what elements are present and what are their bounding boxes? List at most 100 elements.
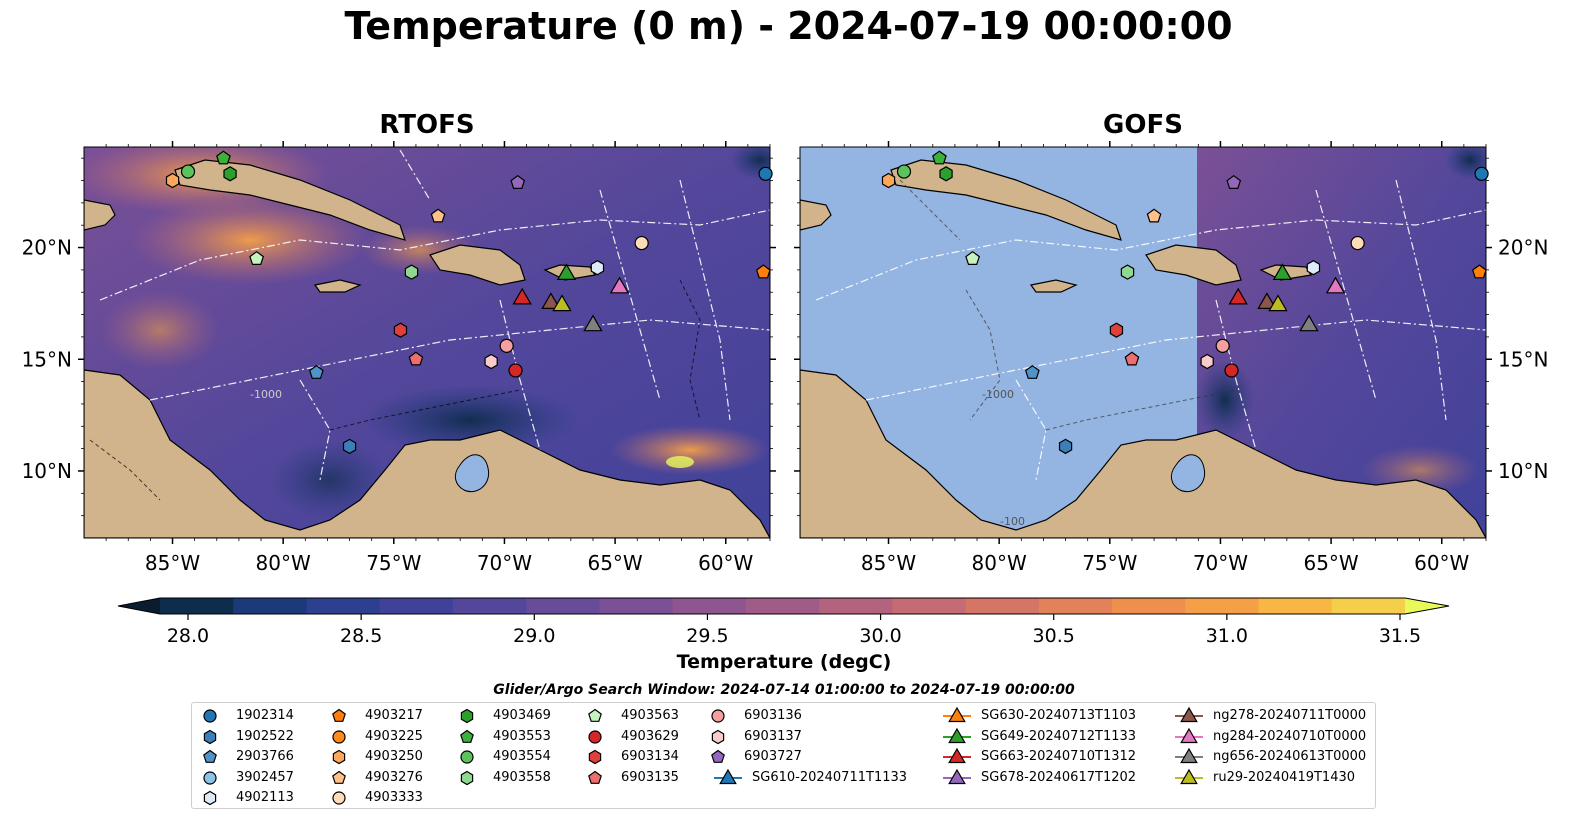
colorbar-segment xyxy=(599,598,674,614)
observation-marker xyxy=(1146,208,1162,223)
observation-marker xyxy=(1228,287,1248,305)
observation-marker xyxy=(541,292,561,309)
triangle-marker-icon xyxy=(1180,747,1198,764)
gofs-frame xyxy=(799,146,1487,539)
colorbar-segment xyxy=(1038,598,1113,614)
circle-marker-icon xyxy=(332,791,346,805)
observation-marker xyxy=(634,235,649,251)
triangle-marker-icon xyxy=(948,706,966,723)
colorbar-tick-label: 30.0 xyxy=(859,625,901,647)
pentagon-marker-icon xyxy=(203,749,217,764)
lon-tick-label: 70°W xyxy=(477,551,532,575)
observation-marker xyxy=(965,250,981,265)
observation-marker xyxy=(484,353,498,370)
triangle-marker-icon xyxy=(719,768,737,784)
pentagon-marker-icon xyxy=(588,708,602,722)
colorbar-segment xyxy=(1331,598,1406,614)
legend-label: 3902457 xyxy=(236,769,294,785)
colorbar-tick-label: 28.5 xyxy=(340,625,382,647)
colorbar-tick-label: 31.5 xyxy=(1379,625,1421,647)
lat-tick-label: 20°N xyxy=(22,236,72,260)
lon-tick-label: 85°W xyxy=(861,551,916,575)
triangle-marker-icon xyxy=(948,747,966,764)
observation-marker xyxy=(408,351,424,366)
legend-label: 4903217 xyxy=(365,708,423,723)
observation-marker xyxy=(1268,294,1288,312)
legend-label: 6903134 xyxy=(621,749,679,765)
colorbar-tick-label: 30.5 xyxy=(1033,625,1075,647)
colorbar-segment xyxy=(672,598,747,614)
hexagon-marker-icon xyxy=(332,749,346,765)
legend-label: SG649-20240712T1133 xyxy=(981,728,1137,744)
gofs-map: -1000 -100 xyxy=(800,147,1486,538)
triangle-marker-icon xyxy=(948,768,966,784)
colorbar-segment xyxy=(1258,598,1333,614)
lon-tick-label: 75°W xyxy=(366,551,421,575)
observation-marker xyxy=(1299,314,1319,332)
colorbar-segment xyxy=(819,598,893,614)
map-axes: 85°W 80°W 75°W 70°W 65°W 60°W 20°N 15°N 10°N 85°W… xyxy=(22,141,1548,575)
legend-label: 4903558 xyxy=(493,769,551,785)
contour-label: -100 xyxy=(1000,515,1025,528)
colorbar-tick-label: 29.0 xyxy=(513,625,555,647)
observation-marker xyxy=(342,438,357,455)
legend-label: ru29-20240419T1430 xyxy=(1213,769,1356,785)
circle-marker-icon xyxy=(711,709,725,723)
observation-marker xyxy=(216,150,231,165)
legend-label: SG610-20240711T1133 xyxy=(752,769,908,785)
lat-tick-label: 15°N xyxy=(1498,347,1548,371)
colorbar-tick-label: 28.0 xyxy=(167,625,209,647)
lat-tick-label: 20°N xyxy=(1498,236,1548,260)
observation-marker xyxy=(552,294,572,312)
hexagon-marker-icon xyxy=(203,729,217,744)
colorbar-segment xyxy=(233,598,307,614)
observation-marker xyxy=(609,276,630,294)
colorbar-segment xyxy=(1112,598,1186,614)
observation-marker xyxy=(896,164,912,179)
observation-marker xyxy=(180,164,196,179)
triangle-marker-icon xyxy=(1180,768,1198,784)
lat-tick-label: 15°N xyxy=(22,347,72,371)
lat-tick-label: 10°N xyxy=(22,459,72,483)
triangle-marker-icon xyxy=(948,727,966,743)
legend: 1902314 1902522 2903766 3902457 4902113 49032… xyxy=(191,702,1376,809)
observation-marker xyxy=(1109,322,1124,338)
lon-tick-label: 80°W xyxy=(972,551,1027,575)
colorbar-segment xyxy=(452,598,527,614)
observation-marker xyxy=(430,208,446,223)
pentagon-marker-icon xyxy=(332,770,346,784)
rtofs-frame xyxy=(83,146,771,539)
observation-marker xyxy=(1474,166,1489,181)
observation-marker xyxy=(1257,292,1277,309)
observation-marker xyxy=(1272,263,1293,280)
panel-title-rtofs: RTOFS xyxy=(379,110,475,140)
legend-label: 4903276 xyxy=(365,769,423,785)
hexagon-marker-icon xyxy=(460,708,474,724)
observation-marker xyxy=(249,250,265,265)
circle-marker-icon xyxy=(332,729,346,744)
pentagon-marker-icon xyxy=(588,770,602,784)
colorbar-segment xyxy=(160,598,234,614)
colorbar-segment xyxy=(526,598,600,614)
pentagon-marker-icon xyxy=(460,729,474,743)
legend-label: 4903553 xyxy=(493,728,551,744)
observation-marker xyxy=(1215,338,1230,353)
colorbar-segment xyxy=(1185,598,1260,614)
colorbar-under-extension xyxy=(118,598,160,614)
legend-label: 4903554 xyxy=(493,749,551,765)
observation-marker xyxy=(590,260,605,276)
legend-label: 6903135 xyxy=(621,769,679,785)
triangle-marker-icon xyxy=(1180,727,1198,743)
observation-marker xyxy=(1471,264,1487,279)
observation-marker xyxy=(939,166,953,182)
observation-marker xyxy=(1124,351,1140,366)
lon-tick-label: 75°W xyxy=(1082,551,1137,575)
observation-marker xyxy=(881,172,896,189)
contour-label: -1000 xyxy=(250,388,282,401)
observation-marker xyxy=(1325,276,1346,294)
contour-label: -1000 xyxy=(982,388,1014,401)
legend-label: 4903629 xyxy=(621,728,679,744)
observation-marker xyxy=(1350,235,1365,251)
lon-tick-label: 65°W xyxy=(1303,551,1358,575)
observation-marker xyxy=(1306,260,1321,276)
